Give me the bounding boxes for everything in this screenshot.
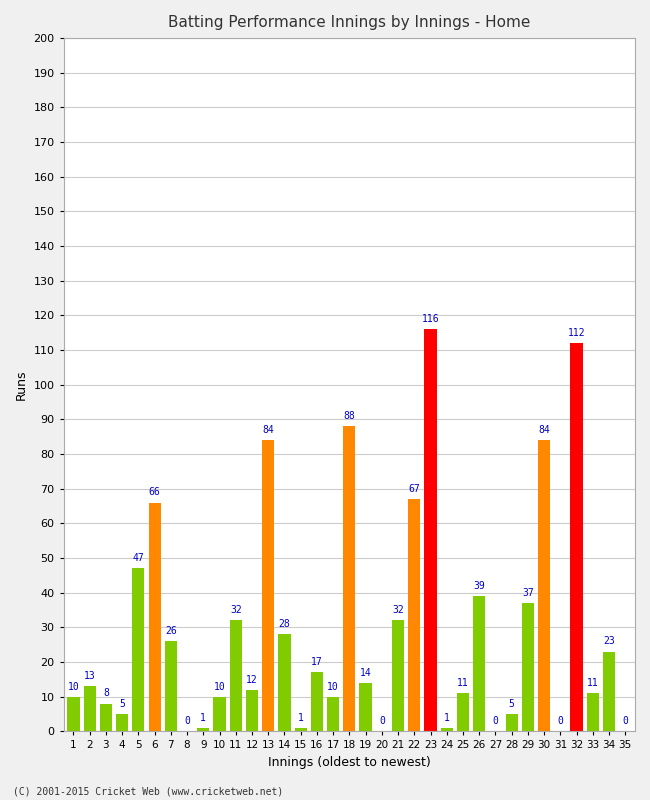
Bar [392,621,404,731]
Bar [262,440,274,731]
Bar [229,621,242,731]
Bar [100,704,112,731]
Bar [246,690,258,731]
Text: 0: 0 [558,716,564,726]
Text: 23: 23 [603,637,615,646]
Bar [327,697,339,731]
Text: 10: 10 [68,682,79,691]
Text: 11: 11 [587,678,599,688]
Bar [587,694,599,731]
Text: 32: 32 [392,606,404,615]
Text: 28: 28 [279,619,291,629]
Text: 32: 32 [230,606,242,615]
Bar [359,683,372,731]
Text: 8: 8 [103,689,109,698]
Bar [424,330,437,731]
Text: 84: 84 [538,425,550,435]
Bar [473,596,486,731]
Bar [133,569,144,731]
Bar [84,686,96,731]
Bar [148,502,161,731]
Text: 5: 5 [509,699,515,709]
Text: 67: 67 [408,484,420,494]
Bar [506,714,518,731]
Title: Batting Performance Innings by Innings - Home: Batting Performance Innings by Innings -… [168,15,530,30]
Text: 11: 11 [457,678,469,688]
Text: 66: 66 [149,487,161,498]
Bar [441,728,453,731]
Bar [294,728,307,731]
Text: 37: 37 [522,588,534,598]
Text: 5: 5 [119,699,125,709]
Bar [538,440,550,731]
Text: 26: 26 [165,626,177,636]
Text: 0: 0 [493,716,499,726]
Bar [343,426,356,731]
Bar [278,634,291,731]
Bar [571,343,582,731]
Bar [311,673,323,731]
Text: 12: 12 [246,674,258,685]
Bar [603,652,615,731]
Text: 1: 1 [200,713,206,722]
Bar [197,728,209,731]
Text: 39: 39 [473,581,485,591]
Text: 10: 10 [214,682,226,691]
Text: 88: 88 [343,411,356,421]
Text: 1: 1 [444,713,450,722]
Y-axis label: Runs: Runs [15,370,28,400]
Text: 13: 13 [84,671,96,681]
Bar [522,603,534,731]
Text: 1: 1 [298,713,304,722]
Bar [213,697,226,731]
Text: 112: 112 [567,328,586,338]
Text: 14: 14 [359,668,371,678]
Bar [164,642,177,731]
Text: (C) 2001-2015 Cricket Web (www.cricketweb.net): (C) 2001-2015 Cricket Web (www.cricketwe… [13,786,283,796]
Text: 0: 0 [379,716,385,726]
Text: 47: 47 [133,554,144,563]
Text: 10: 10 [327,682,339,691]
Text: 116: 116 [422,314,439,324]
Bar [116,714,128,731]
Bar [457,694,469,731]
Bar [68,697,79,731]
Text: 17: 17 [311,658,323,667]
Text: 0: 0 [184,716,190,726]
Text: 0: 0 [622,716,628,726]
Bar [408,499,421,731]
X-axis label: Innings (oldest to newest): Innings (oldest to newest) [268,756,431,769]
Text: 84: 84 [263,425,274,435]
